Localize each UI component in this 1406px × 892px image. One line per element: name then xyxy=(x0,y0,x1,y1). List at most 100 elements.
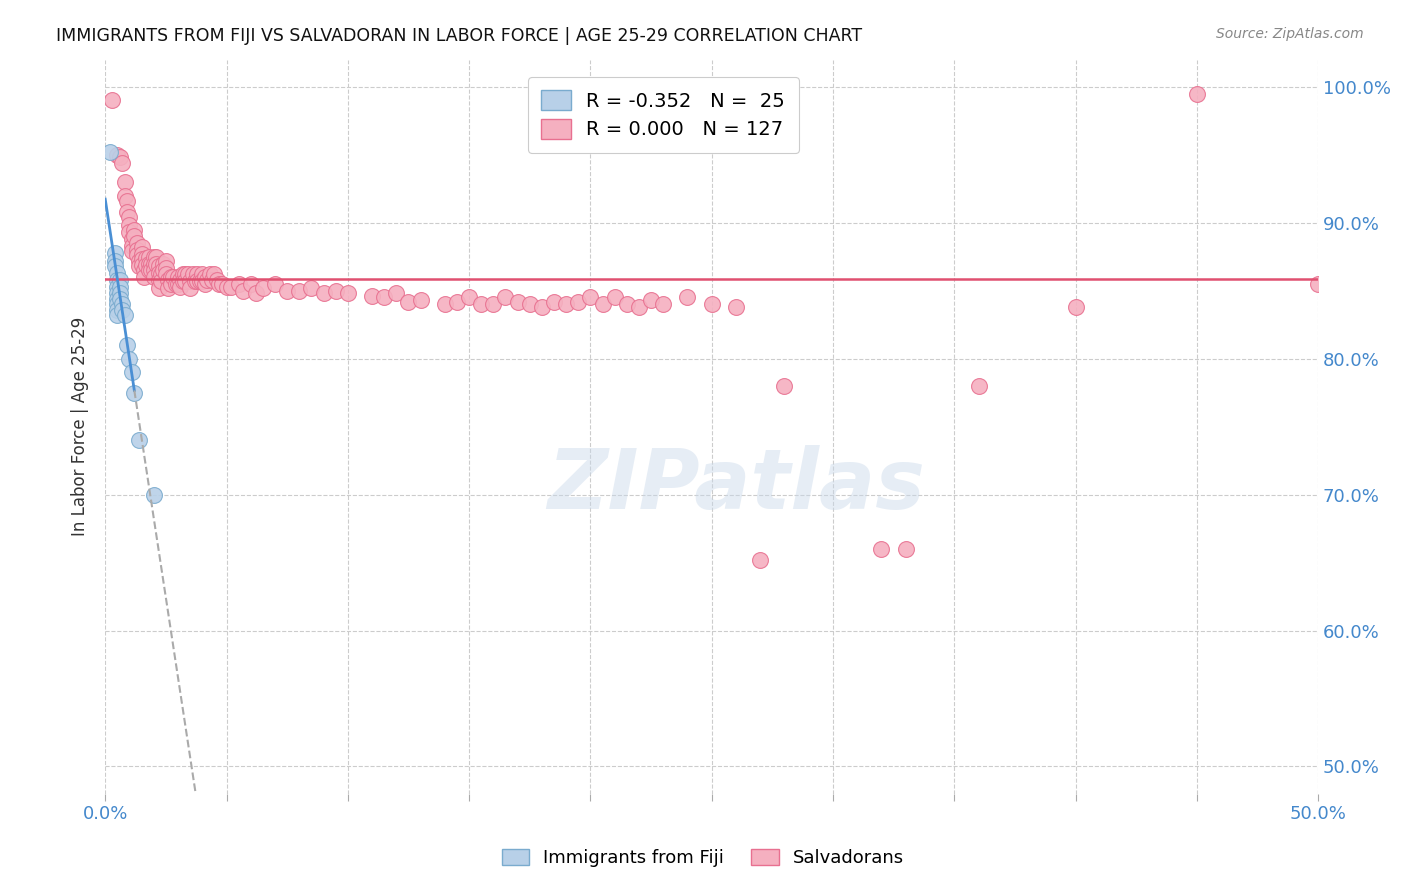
Point xyxy=(495,291,517,305)
Point xyxy=(150,274,173,288)
Point xyxy=(202,268,225,282)
Point xyxy=(104,245,127,260)
Point xyxy=(108,273,131,287)
Point xyxy=(325,284,347,298)
Point xyxy=(312,286,335,301)
Point xyxy=(111,302,134,317)
Point xyxy=(141,263,163,277)
Point xyxy=(105,302,128,317)
Point xyxy=(198,268,221,282)
Point xyxy=(228,277,250,291)
Point xyxy=(700,297,723,311)
Point xyxy=(543,294,565,309)
Point xyxy=(105,292,128,306)
Point xyxy=(128,259,150,273)
Point xyxy=(592,297,614,311)
Legend: Immigrants from Fiji, Salvadorans: Immigrants from Fiji, Salvadorans xyxy=(495,841,911,874)
Point xyxy=(105,147,128,161)
Point xyxy=(118,351,141,366)
Point xyxy=(105,273,128,287)
Point xyxy=(184,274,207,288)
Point xyxy=(159,277,181,291)
Point xyxy=(470,297,492,311)
Point xyxy=(118,225,141,239)
Point xyxy=(773,379,796,393)
Point xyxy=(215,279,238,293)
Point xyxy=(152,263,174,277)
Point xyxy=(142,487,165,501)
Point xyxy=(121,244,143,259)
Point xyxy=(181,268,204,282)
Point xyxy=(118,219,141,233)
Point xyxy=(482,297,505,311)
Point xyxy=(162,270,184,285)
Point xyxy=(724,300,747,314)
Point xyxy=(124,229,146,244)
Point xyxy=(519,297,541,311)
Point xyxy=(169,279,191,293)
Point xyxy=(264,277,287,291)
Text: Source: ZipAtlas.com: Source: ZipAtlas.com xyxy=(1216,27,1364,41)
Point xyxy=(385,286,408,301)
Point xyxy=(125,248,148,262)
Point xyxy=(142,256,165,270)
Point xyxy=(530,300,553,314)
Point xyxy=(409,293,432,308)
Point xyxy=(288,284,311,298)
Point xyxy=(165,277,187,291)
Point xyxy=(195,273,218,287)
Point xyxy=(141,256,163,270)
Point xyxy=(252,281,274,295)
Text: IMMIGRANTS FROM FIJI VS SALVADORAN IN LABOR FORCE | AGE 25-29 CORRELATION CHART: IMMIGRANTS FROM FIJI VS SALVADORAN IN LA… xyxy=(56,27,862,45)
Point xyxy=(111,156,134,170)
Point xyxy=(433,297,456,311)
Point xyxy=(135,258,157,272)
Point xyxy=(276,284,298,298)
Point xyxy=(148,281,170,295)
Point xyxy=(152,256,174,270)
Point xyxy=(131,252,153,267)
Point xyxy=(142,250,165,264)
Point xyxy=(616,297,638,311)
Point xyxy=(239,277,262,291)
Point xyxy=(603,291,626,305)
Point xyxy=(567,294,589,309)
Point xyxy=(145,250,167,264)
Point xyxy=(108,286,131,301)
Point xyxy=(108,151,131,165)
Point xyxy=(208,277,231,291)
Y-axis label: In Labor Force | Age 25-29: In Labor Force | Age 25-29 xyxy=(72,317,89,536)
Point xyxy=(128,434,150,448)
Point xyxy=(749,553,772,567)
Point xyxy=(159,270,181,285)
Point xyxy=(101,94,124,108)
Point xyxy=(118,211,141,225)
Point xyxy=(121,365,143,379)
Point xyxy=(1064,300,1087,314)
Point xyxy=(155,268,177,282)
Point xyxy=(188,274,211,288)
Point xyxy=(155,260,177,275)
Point xyxy=(174,274,197,288)
Point xyxy=(105,279,128,293)
Point xyxy=(172,274,194,288)
Point xyxy=(157,281,180,295)
Point xyxy=(191,274,214,288)
Point xyxy=(398,294,420,309)
Point xyxy=(446,294,468,309)
Point xyxy=(167,270,190,285)
Point xyxy=(172,268,194,282)
Point xyxy=(201,273,224,287)
Point xyxy=(131,247,153,261)
Point xyxy=(186,268,208,282)
Point xyxy=(174,268,197,282)
Point xyxy=(128,253,150,268)
Point xyxy=(148,266,170,280)
Point xyxy=(104,259,127,273)
Point xyxy=(176,268,198,282)
Point xyxy=(132,270,155,285)
Point xyxy=(115,194,138,208)
Point xyxy=(142,270,165,285)
Point xyxy=(299,281,322,295)
Point xyxy=(245,286,267,301)
